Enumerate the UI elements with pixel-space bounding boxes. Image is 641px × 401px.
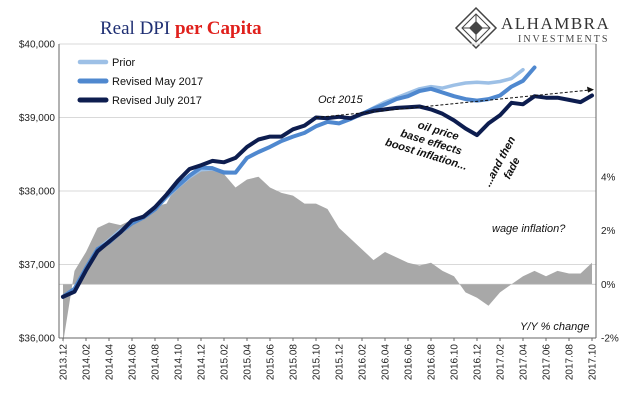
x-tick-label: 2017.02 [496, 344, 507, 381]
series-lines-layer [61, 65, 595, 299]
legend-label-0: Prior [112, 57, 136, 69]
legend-label-2: Revised July 2017 [112, 95, 202, 107]
x-tick-label: 2015.12 [335, 344, 346, 381]
brand-sub: INVESTMENTS [518, 34, 609, 45]
x-tick-label: 2016.12 [473, 344, 484, 381]
x-tick-label: 2015.08 [289, 344, 300, 381]
left-tick-label: $40,000 [19, 40, 56, 51]
x-tick-label: 2015.04 [243, 344, 254, 381]
alhambra-logo: ALHAMBRA INVESTMENTS [454, 6, 610, 50]
x-tick-label: 2014.08 [151, 344, 162, 381]
brand-name: ALHAMBRA [501, 14, 610, 33]
right-tick-label: 0% [601, 280, 616, 291]
diamond-logo-icon [454, 6, 498, 50]
x-tick-label: 2017.04 [519, 344, 530, 381]
x-tick-label: 2015.10 [312, 344, 323, 381]
x-tick-label: 2014.06 [128, 344, 139, 381]
right-tick-label: 2% [601, 226, 616, 237]
x-tick-label: 2016.02 [358, 344, 369, 381]
x-tick-label: 2016.06 [404, 344, 415, 381]
yoy-change-area [63, 166, 592, 344]
x-tick-label: 2013.12 [59, 344, 70, 381]
x-tick-label: 2014.10 [174, 344, 185, 381]
yoy-area-layer [59, 166, 596, 344]
x-tick-label: 2014.02 [82, 344, 93, 381]
title-part-1: Real DPI [100, 18, 175, 39]
gridlines [59, 43, 596, 339]
trend-arrow-icon [587, 86, 594, 93]
legend-label-1: Revised May 2017 [112, 76, 203, 88]
x-tick-label: 2017.08 [565, 344, 576, 381]
right-tick-label: 4% [601, 172, 616, 183]
x-tick-label: 2016.08 [427, 344, 438, 381]
annotation-7: Y/Y % change [520, 321, 590, 333]
annotation-6: wage inflation? [492, 223, 566, 235]
x-tick-label: 2016.04 [381, 344, 392, 381]
x-tick-label: 2016.10 [450, 344, 461, 381]
annotation-0: Oct 2015 [318, 94, 364, 106]
left-tick-label: $38,000 [19, 187, 56, 198]
left-tick-label: $36,000 [19, 334, 56, 345]
x-tick-label: 2014.04 [105, 344, 116, 381]
chart-title: Real DPI per Capita [100, 18, 262, 39]
legend: Prior Revised May 2017 Revised July 2017 [77, 57, 203, 107]
x-tick-label: 2017.06 [542, 344, 553, 381]
x-tick-label: 2015.06 [266, 344, 277, 381]
left-tick-label: $37,000 [19, 260, 56, 271]
right-tick-label: -2% [601, 334, 619, 345]
series-line-2 [61, 93, 594, 299]
x-tick-label: 2014.12 [197, 344, 208, 381]
axes: $36,000 $37,000 $38,000 $39,000 $40,000 -2% 0%… [19, 40, 619, 381]
x-tick-label: 2017.10 [588, 344, 599, 381]
left-tick-label: $39,000 [19, 113, 56, 124]
trend-dashed-line [315, 89, 595, 118]
title-part-2: per Capita [175, 18, 262, 39]
x-tick-label: 2015.02 [220, 344, 231, 381]
